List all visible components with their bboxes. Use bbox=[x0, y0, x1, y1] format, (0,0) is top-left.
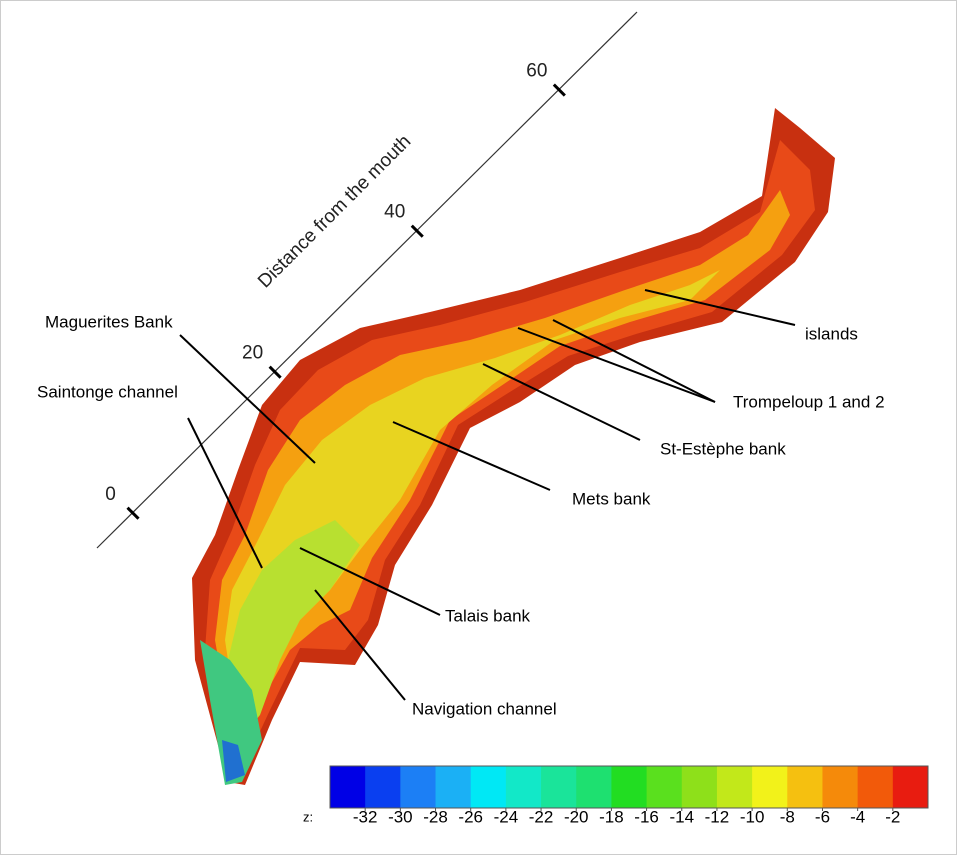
annotation-leader bbox=[314, 589, 406, 701]
colorbar-swatch bbox=[752, 766, 788, 808]
annotation-label: Saintonge channel bbox=[37, 382, 178, 401]
annotations: Maguerites Bank Saintonge channel Mets ban… bbox=[37, 289, 885, 718]
colorbar-swatch bbox=[822, 766, 859, 808]
colorbar-swatch bbox=[857, 766, 894, 808]
surface-lightgreen bbox=[228, 520, 360, 740]
colorbar-tick-label: -18 bbox=[599, 807, 624, 826]
colorbar-tick-label: -20 bbox=[564, 807, 589, 826]
annotation-leader bbox=[482, 363, 641, 441]
axis-tick-label: 40 bbox=[384, 202, 405, 223]
axis-tick bbox=[552, 83, 566, 97]
annotation-label: Maguerites Bank bbox=[45, 312, 173, 331]
axis-tick-label: 20 bbox=[242, 343, 263, 364]
annotation-leader bbox=[644, 289, 796, 326]
axis-tick bbox=[410, 224, 424, 238]
colorbar-tick-label: -8 bbox=[780, 807, 795, 826]
colorbar-tick-label: -22 bbox=[529, 807, 554, 826]
colorbar-swatch bbox=[365, 766, 401, 808]
axis-tick bbox=[126, 506, 140, 520]
annotation-leader bbox=[187, 417, 263, 569]
colorbar-tick-label: -16 bbox=[634, 807, 659, 826]
surface-green bbox=[200, 640, 262, 785]
colorbar-swatch bbox=[541, 766, 577, 808]
annotation-label: St-Estèphe bank bbox=[660, 439, 786, 458]
axis-tick bbox=[268, 365, 282, 379]
colorbar-tick-label: -28 bbox=[423, 807, 448, 826]
colorbar-swatch bbox=[681, 766, 718, 808]
colorbar-tick-label: -12 bbox=[705, 807, 730, 826]
colorbar-tick-label: -26 bbox=[458, 807, 483, 826]
colorbar-swatch bbox=[716, 766, 753, 808]
colorbar-tick-label: -30 bbox=[388, 807, 413, 826]
annotation-leader bbox=[552, 319, 716, 403]
annotation-leader bbox=[179, 334, 316, 464]
annotation-label: islands bbox=[805, 324, 858, 343]
axis-tick-label: 0 bbox=[105, 484, 116, 505]
colorbar: z: -32 -30 -28 -26 -24 -22 -20 -18 -16 -14 -12 -10 -8… bbox=[303, 765, 929, 826]
colorbar-tick-label: -24 bbox=[494, 807, 519, 826]
axis-line bbox=[96, 11, 638, 549]
colorbar-swatch bbox=[505, 766, 542, 808]
colorbar-tick-label: -2 bbox=[885, 807, 900, 826]
annotation-leader bbox=[517, 327, 716, 403]
colorbar-border bbox=[329, 765, 929, 809]
colorbar-swatch bbox=[400, 766, 437, 808]
annotation-label: Mets bank bbox=[572, 489, 651, 508]
distance-axis: 0 20 40 60 bbox=[96, 11, 638, 549]
annotation-leader bbox=[299, 547, 441, 616]
colorbar-swatch bbox=[435, 766, 472, 808]
colorbar-swatch bbox=[470, 766, 507, 808]
surface-yellow bbox=[225, 270, 720, 740]
annotation-leader bbox=[392, 421, 551, 491]
colorbar-tick-label: -10 bbox=[740, 807, 765, 826]
colorbar-swatch bbox=[611, 766, 648, 808]
surface-blue bbox=[222, 740, 245, 782]
surface bbox=[192, 108, 835, 785]
colorbar-swatch bbox=[576, 766, 612, 808]
colorbar-swatch bbox=[330, 766, 366, 808]
colorbar-tick-label: -6 bbox=[815, 807, 830, 826]
colorbar-swatch bbox=[646, 766, 683, 808]
colorbar-tick-label: -4 bbox=[850, 807, 865, 826]
colorbar-tick-label: -32 bbox=[353, 807, 378, 826]
annotation-label: Navigation channel bbox=[412, 699, 557, 718]
colorbar-tick-label: -14 bbox=[669, 807, 694, 826]
axis-tick-label: 60 bbox=[526, 61, 547, 82]
colorbar-swatch bbox=[892, 766, 929, 808]
annotation-label: Trompeloup 1 and 2 bbox=[733, 392, 885, 411]
annotation-label: Talais bank bbox=[445, 606, 531, 625]
colorbar-swatch bbox=[787, 766, 823, 808]
colorbar-label: z: bbox=[303, 809, 313, 824]
